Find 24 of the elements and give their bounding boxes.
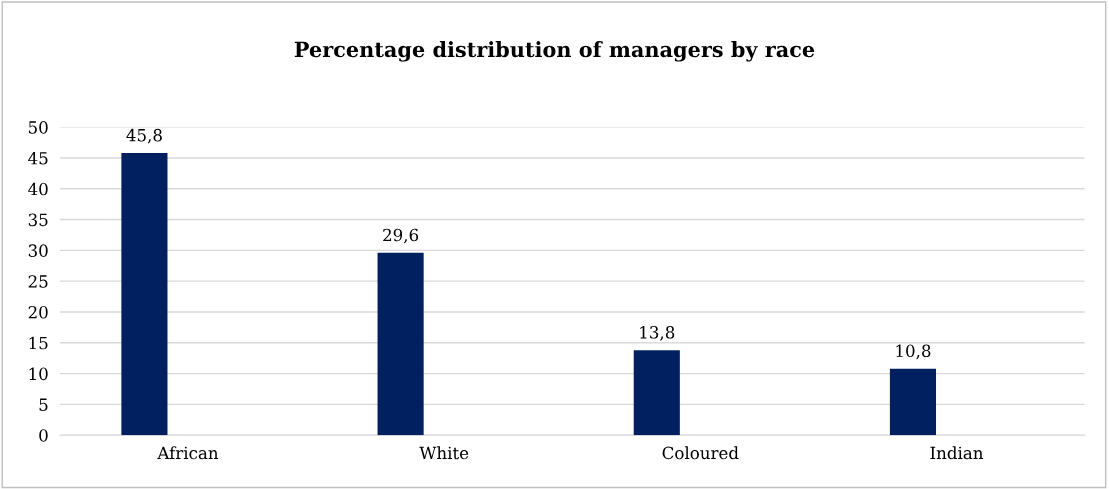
y-tick-label: 30 [28, 244, 48, 257]
y-tick-label: 5 [39, 398, 48, 411]
x-tick-label: Indian [930, 446, 984, 460]
data-label: 45,8 [126, 128, 162, 144]
x-tick-label: White [419, 446, 469, 460]
data-label: 13,8 [640, 326, 675, 341]
y-tick-label: 10 [29, 367, 48, 381]
y-tick-label: 15 [29, 336, 48, 350]
y-tick-label: 20 [28, 305, 48, 319]
y-tick-label: 40 [28, 182, 48, 196]
y-tick-label: 35 [28, 213, 48, 227]
data-label: 29,6 [383, 228, 419, 244]
y-tick-label: 25 [28, 275, 48, 288]
y-tick-label: 0 [39, 429, 48, 442]
bar [377, 252, 424, 436]
bar [121, 153, 168, 436]
data-label: 10,8 [896, 344, 931, 360]
x-tick-label: Coloured [662, 446, 739, 460]
bar [633, 350, 680, 436]
x-tick-label: African [157, 446, 219, 460]
bar [889, 368, 937, 436]
y-tick-label: 45 [28, 151, 48, 165]
chart-title: Percentage distribution of managers by race [294, 41, 815, 62]
y-tick-label: 50 [28, 121, 48, 134]
